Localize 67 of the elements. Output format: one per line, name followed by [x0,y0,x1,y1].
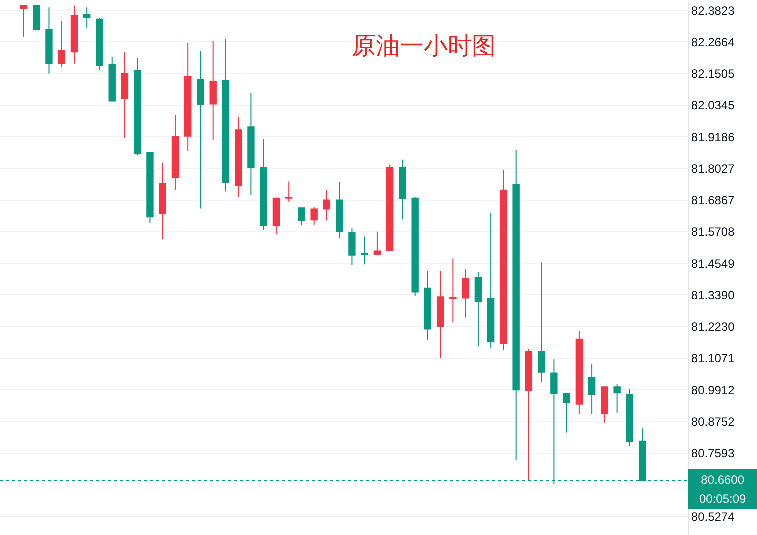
y-tick-label: 81.1071 [691,352,736,366]
candlestick [386,164,394,252]
candlestick [525,348,533,482]
candlestick [222,38,230,192]
candlestick [235,116,242,198]
candlestick [33,5,40,30]
candlestick [487,212,495,350]
candlestick [474,272,482,348]
candlestick [512,150,520,460]
candlestick [399,159,406,220]
candlestick [576,330,584,415]
candlestick [323,190,331,222]
candlestick [588,364,596,415]
candlestick [424,270,432,341]
candlestick [626,388,634,447]
candlestick [46,7,53,74]
candlestick [121,52,129,139]
y-tick-label: 81.4549 [691,256,736,271]
candlestick [260,138,268,230]
y-tick-label: 82.3823 [691,4,736,18]
candlestick [172,114,180,191]
candlestick [601,386,608,424]
candlestick [272,198,280,236]
y-tick-label: 80.5274 [691,510,736,524]
candlestick [462,268,470,318]
candlestick [70,5,78,64]
y-tick-label: 81.6867 [691,194,736,208]
candlestick [134,58,142,156]
candlestick [310,206,318,226]
candlestick [348,228,356,266]
candlestick [184,42,192,152]
candlestick [298,208,306,226]
y-tick-label: 82.1505 [691,67,736,81]
candlestick [159,162,166,240]
candlestick [197,50,204,210]
y-tick-label: 82.0345 [691,98,736,113]
candlestick [374,231,382,256]
candlestick [20,5,28,38]
y-tick-label: 81.8027 [691,162,736,176]
candlestick [500,170,508,351]
candlestick [108,56,116,102]
candlestick [450,258,457,324]
candlestick [146,152,154,224]
candlestick [614,384,621,414]
candlestick [248,92,255,196]
ref-line-label: 80.6600 [701,473,745,487]
y-tick-label: 81.5708 [691,225,736,240]
y-tick-label: 80.8752 [691,414,736,429]
y-tick-label: 81.2230 [691,320,736,334]
candlestick [96,18,104,71]
candlestick [84,7,91,28]
candlestick [336,182,344,239]
text: 原油一小时图 [352,32,496,60]
candlestick [361,236,368,266]
y-tick-label: 81.9186 [691,130,736,144]
candlestick [538,262,546,383]
candlestick [412,196,419,297]
y-tick-label: 80.7593 [691,446,736,461]
y-tick-label: 81.3390 [691,288,736,302]
candlestick [58,21,66,68]
text: 00:05:09 [699,492,747,506]
candlestick [285,181,293,202]
candlestick [563,393,570,434]
y-tick-label: 82.2664 [691,35,736,50]
candlestick [436,270,444,359]
candlestick [210,40,217,140]
y-tick-label: 80.9912 [691,383,736,398]
